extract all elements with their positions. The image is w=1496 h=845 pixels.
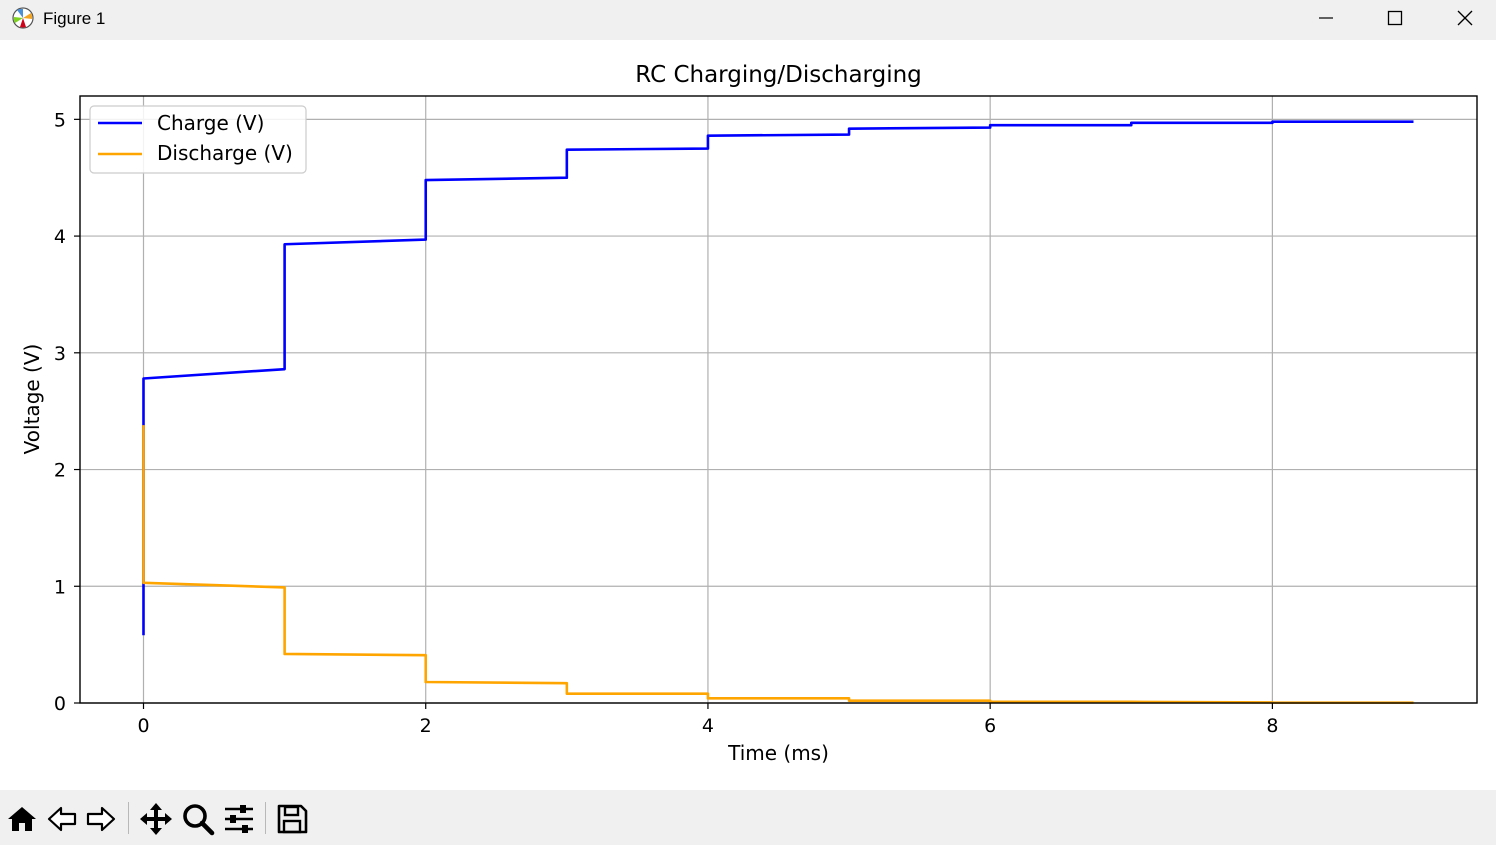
axes-frame: [79, 95, 1478, 704]
matplotlib-app-icon: [12, 7, 34, 29]
legend: Charge (V) Discharge (V): [89, 105, 307, 174]
toolbar-separator: [265, 802, 266, 834]
x-tick-label: 0: [137, 715, 149, 737]
forward-button[interactable]: [82, 800, 120, 838]
legend-frame: [89, 105, 307, 174]
legend-label-discharge: Discharge (V): [157, 141, 293, 165]
navigation-toolbar: [0, 790, 1496, 845]
close-button[interactable]: [1430, 0, 1496, 36]
series-line-charge: [142, 120, 1414, 636]
x-tick-label: 4: [702, 715, 714, 737]
legend-label-charge: Charge (V): [157, 111, 264, 135]
x-tick-label: 2: [420, 715, 432, 737]
y-axis-ticks: 0 1 2 3 4 5: [54, 109, 80, 715]
y-tick-label: 5: [54, 109, 66, 131]
y-tick-label: 0: [54, 693, 66, 715]
back-icon: [47, 806, 77, 832]
configure-subplots-icon: [225, 805, 253, 833]
forward-icon: [86, 806, 116, 832]
x-axis-label: Time (ms): [727, 741, 829, 765]
save-icon: [277, 804, 308, 834]
home-icon: [8, 807, 36, 831]
y-tick-label: 1: [54, 576, 66, 598]
back-button[interactable]: [43, 800, 81, 838]
y-tick-label: 4: [54, 226, 66, 248]
home-button[interactable]: [3, 800, 41, 838]
series-line-discharge: [142, 425, 1414, 704]
zoom-button[interactable]: [179, 800, 217, 838]
y-tick-label: 3: [54, 343, 66, 365]
window-title: Figure 1: [43, 9, 106, 28]
grid: [80, 96, 1477, 704]
configure-subplots-button[interactable]: [220, 800, 258, 838]
toolbar-separator: [128, 802, 129, 834]
x-tick-label: 8: [1266, 715, 1278, 737]
zoom-icon: [183, 804, 215, 836]
series-lines: [142, 120, 1414, 704]
close-icon: [1457, 10, 1473, 26]
y-axis-label: Voltage (V): [20, 344, 44, 455]
chart-title: RC Charging/Discharging: [635, 62, 922, 88]
figure-canvas[interactable]: 0 2 4 6 8 0 1 2 3 4 5 RC Charging/Discharging Tim…: [0, 40, 1496, 790]
save-button[interactable]: [273, 800, 311, 838]
x-axis-ticks: 0 2 4 6 8: [137, 703, 1278, 737]
maximize-button[interactable]: [1360, 0, 1430, 36]
chart: 0 2 4 6 8 0 1 2 3 4 5 RC Charging/Discharging Tim…: [20, 62, 1478, 765]
y-tick-label: 2: [54, 460, 66, 482]
pan-button[interactable]: [137, 800, 175, 838]
minimize-icon: [1319, 17, 1333, 19]
x-tick-label: 6: [984, 715, 996, 737]
minimize-button[interactable]: [1291, 0, 1361, 36]
maximize-icon: [1387, 10, 1403, 26]
pan-icon: [140, 803, 172, 835]
window-titlebar: Figure 1: [0, 0, 1496, 40]
